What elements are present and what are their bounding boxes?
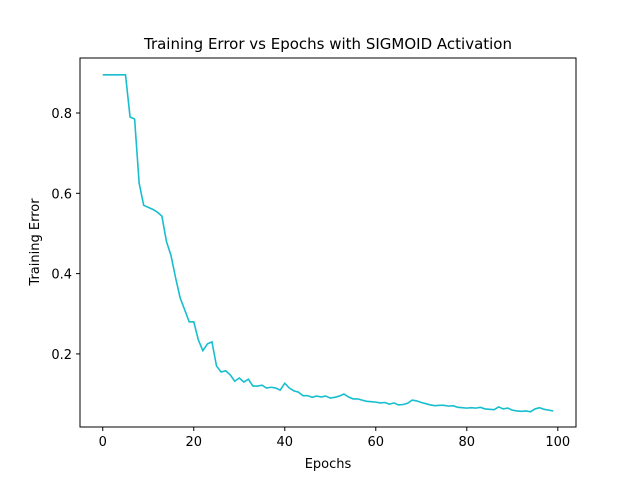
y-tick-label: 0.2 — [51, 348, 72, 363]
x-tick-label: 80 — [459, 435, 476, 450]
x-tick-label: 20 — [185, 435, 202, 450]
chart-title: Training Error vs Epochs with SIGMOID Ac… — [143, 35, 512, 53]
y-axis-label: Training Error — [28, 198, 43, 287]
x-axis-ticks: 0 20 40 60 80 100 — [99, 427, 570, 450]
x-axis-label: Epochs — [305, 457, 352, 472]
y-tick-label: 0.8 — [51, 107, 72, 122]
y-tick-label: 0.6 — [51, 187, 72, 202]
plot-area — [79, 57, 577, 428]
x-tick-label: 100 — [545, 435, 570, 450]
x-tick-label: 60 — [368, 435, 385, 450]
x-tick-label: 40 — [276, 435, 293, 450]
series-line — [102, 74, 554, 413]
y-axis-ticks: 0.2 0.4 0.6 0.8 — [51, 107, 80, 363]
y-tick-label: 0.4 — [51, 268, 72, 283]
x-tick-label: 0 — [99, 435, 107, 450]
